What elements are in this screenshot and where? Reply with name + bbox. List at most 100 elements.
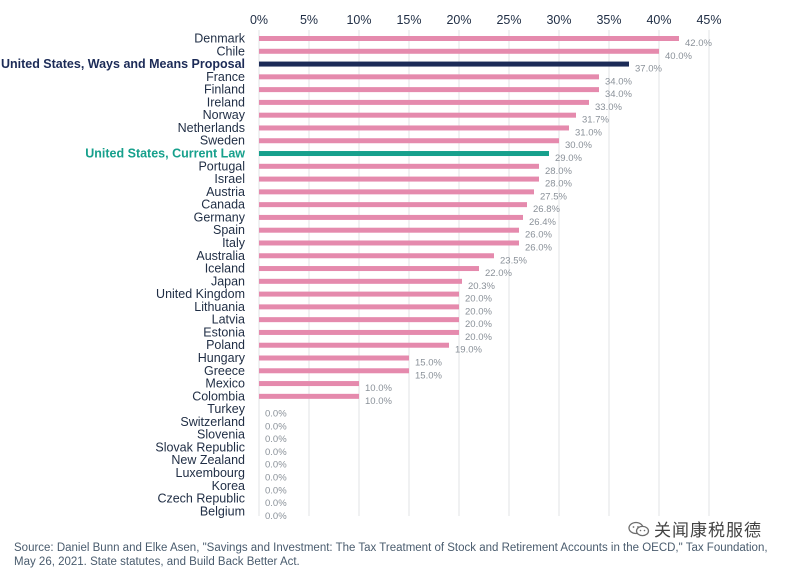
category-label: France xyxy=(206,70,245,84)
category-label: Finland xyxy=(204,83,245,97)
bar xyxy=(259,189,534,195)
category-label: United States, Ways and Means Proposal xyxy=(1,57,245,71)
bar xyxy=(259,291,459,297)
value-label: 0.0% xyxy=(265,460,287,471)
category-label: Slovak Republic xyxy=(155,440,245,454)
bar xyxy=(259,151,549,157)
value-label: 31.7% xyxy=(582,115,609,126)
bar xyxy=(259,202,527,208)
x-tick-label: 5% xyxy=(300,13,318,27)
value-label: 29.0% xyxy=(555,153,582,164)
category-label: Japan xyxy=(211,274,245,288)
value-label: 0.0% xyxy=(265,409,287,420)
category-label: Czech Republic xyxy=(157,492,245,506)
watermark-text: 关闻康税服德 xyxy=(654,521,762,541)
category-label: Netherlands xyxy=(178,121,245,135)
category-label: Slovenia xyxy=(197,428,245,442)
category-label: United States, Current Law xyxy=(85,147,245,161)
category-label: Luxembourg xyxy=(176,466,246,480)
category-label: Iceland xyxy=(205,262,245,276)
value-label: 34.0% xyxy=(605,89,632,100)
bar xyxy=(259,48,659,54)
bar xyxy=(259,342,449,348)
value-label: 10.0% xyxy=(365,383,392,394)
category-label: United Kingdom xyxy=(156,287,245,301)
source-note: Source: Daniel Bunn and Elke Asen, "Savi… xyxy=(14,542,768,568)
x-tick-label: 30% xyxy=(546,13,571,27)
category-label: Latvia xyxy=(212,313,245,327)
value-label: 0.0% xyxy=(265,485,287,496)
bar xyxy=(259,266,479,272)
category-label: Portugal xyxy=(198,159,245,173)
value-label: 0.0% xyxy=(265,434,287,445)
value-label: 23.5% xyxy=(500,255,527,266)
x-tick-label: 40% xyxy=(646,13,671,27)
category-label: Canada xyxy=(201,198,245,212)
wechat-icon xyxy=(628,521,650,536)
bar xyxy=(259,112,576,118)
bar xyxy=(259,163,539,169)
bar xyxy=(259,87,599,93)
category-label: Mexico xyxy=(205,377,245,391)
value-label: 19.0% xyxy=(455,345,482,356)
value-label: 27.5% xyxy=(540,191,567,202)
value-label: 15.0% xyxy=(415,358,442,369)
value-label: 26.0% xyxy=(525,230,552,241)
category-label: Switzerland xyxy=(180,415,245,429)
category-label: Norway xyxy=(203,108,246,122)
category-label: Poland xyxy=(206,338,245,352)
bar xyxy=(259,368,409,374)
value-label: 26.8% xyxy=(533,204,560,215)
bar xyxy=(259,138,559,144)
bar xyxy=(259,329,459,335)
category-label: Turkey xyxy=(207,402,245,416)
bar xyxy=(259,253,494,259)
value-label: 22.0% xyxy=(485,268,512,279)
bar xyxy=(259,99,589,105)
bar xyxy=(259,61,629,67)
category-label: Austria xyxy=(206,185,245,199)
value-label: 34.0% xyxy=(605,76,632,87)
bar xyxy=(259,74,599,80)
category-label: Spain xyxy=(213,223,245,237)
value-label: 30.0% xyxy=(565,140,592,151)
value-label: 31.0% xyxy=(575,127,602,138)
value-label: 0.0% xyxy=(265,421,287,432)
value-label: 0.0% xyxy=(265,498,287,509)
bar xyxy=(259,36,679,41)
category-label: Sweden xyxy=(200,134,245,148)
bar xyxy=(259,317,459,323)
bar xyxy=(259,381,359,387)
value-label: 26.0% xyxy=(525,242,552,253)
value-label: 0.0% xyxy=(265,447,287,458)
category-label: Chile xyxy=(217,44,246,58)
value-label: 26.4% xyxy=(529,217,556,228)
value-label: 15.0% xyxy=(415,370,442,381)
category-label: New Zealand xyxy=(171,453,245,467)
value-label: 0.0% xyxy=(265,473,287,484)
category-label: Estonia xyxy=(203,325,245,339)
bar xyxy=(259,240,519,246)
value-label: 40.0% xyxy=(665,51,692,62)
x-tick-label: 45% xyxy=(696,13,721,27)
bar xyxy=(259,214,523,220)
value-label: 20.0% xyxy=(465,319,492,330)
value-label: 42.0% xyxy=(685,38,712,49)
watermark: 关闻康税服德 xyxy=(628,516,762,541)
category-label: Italy xyxy=(222,236,246,250)
bar xyxy=(259,176,539,182)
bar-chart: 0% 5% 10% 15% 20% 25% 30% 35% 40% 45% Denmark 42.0%… xyxy=(1,13,722,522)
value-label: 20.0% xyxy=(465,306,492,317)
x-tick-label: 10% xyxy=(346,13,371,27)
value-label: 20.0% xyxy=(465,332,492,343)
bar xyxy=(259,355,409,361)
bar xyxy=(259,393,359,399)
category-label: Australia xyxy=(196,249,245,263)
x-tick-label: 15% xyxy=(396,13,421,27)
category-label: Germany xyxy=(194,210,246,224)
x-tick-label: 35% xyxy=(596,13,621,27)
x-tick-label: 20% xyxy=(446,13,471,27)
bar xyxy=(259,278,462,284)
category-label: Greece xyxy=(204,364,245,378)
x-tick-label: 0% xyxy=(250,13,268,27)
